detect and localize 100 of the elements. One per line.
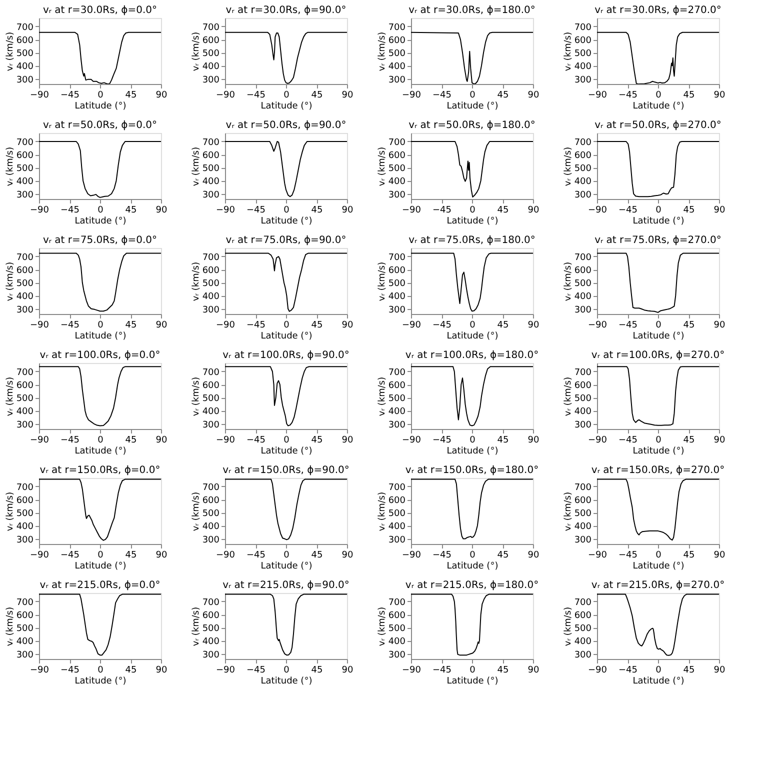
y-axis-title: vᵣ (km/s) [191, 146, 202, 186]
y-tick-label: 300 [16, 650, 34, 660]
y-tick-label: 700 [574, 22, 592, 33]
x-axis-title: Latitude (°) [446, 676, 498, 686]
x-tick-label: 0 [98, 206, 104, 216]
x-tick-label: −90 [402, 206, 422, 216]
x-tick-label: −45 [60, 550, 80, 560]
x-tick-label: −45 [432, 320, 452, 330]
y-tick-label: 700 [574, 368, 592, 378]
y-tick-label: 400 [388, 637, 406, 648]
x-tick-label: −90 [588, 90, 608, 100]
x-tick-label: 45 [311, 436, 323, 446]
y-tick-label: 700 [16, 482, 34, 493]
x-tick-label: 0 [98, 320, 104, 330]
y-tick-label: 700 [388, 368, 406, 378]
x-tick-label: 0 [470, 436, 476, 446]
line-series [411, 594, 533, 656]
x-tick-label: 90 [528, 436, 540, 446]
x-tick-label: −45 [432, 550, 452, 560]
x-tick-label: 45 [311, 320, 323, 330]
x-tick-label: 90 [342, 666, 354, 676]
y-tick-label: 600 [388, 36, 406, 46]
x-tick-label: −45 [432, 666, 452, 676]
x-axis-title: Latitude (°) [74, 332, 126, 342]
line-series [411, 478, 533, 540]
chart-title: vᵣ at r=30.0Rs, ϕ=270.0° [594, 5, 722, 16]
x-tick-label: −45 [432, 436, 452, 446]
x-tick-label: 0 [470, 666, 476, 676]
x-tick-label: 0 [656, 666, 662, 676]
x-tick-label: 90 [342, 320, 354, 330]
y-tick-label: 700 [16, 252, 34, 263]
y-tick-label: 400 [574, 177, 592, 188]
x-tick-label: 45 [683, 666, 695, 676]
y-tick-label: 300 [202, 420, 220, 430]
chart-title: vᵣ at r=30.0Rs, ϕ=180.0° [408, 5, 536, 16]
y-tick-label: 500 [202, 394, 220, 404]
x-tick-label: −45 [618, 436, 638, 446]
x-tick-label: 0 [284, 550, 290, 560]
x-tick-label: 90 [342, 436, 354, 446]
y-tick-label: 500 [388, 624, 406, 634]
line-series [411, 366, 533, 426]
x-tick-label: 90 [714, 206, 726, 216]
x-tick-label: −90 [30, 90, 50, 100]
x-tick-label: −90 [216, 90, 236, 100]
x-tick-label: −90 [216, 550, 236, 560]
x-tick-label: −90 [402, 550, 422, 560]
x-tick-label: 90 [342, 90, 354, 100]
x-tick-label: 0 [656, 436, 662, 446]
y-tick-label: 400 [202, 292, 220, 302]
x-tick-label: −90 [216, 320, 236, 330]
y-tick-label: 700 [202, 138, 220, 148]
x-tick-label: 90 [714, 436, 726, 446]
chart-title: vᵣ at r=50.0Rs, ϕ=180.0° [408, 120, 536, 131]
chart-title: vᵣ at r=215.0Rs, ϕ=0.0° [40, 580, 160, 591]
chart-title: vᵣ at r=50.0Rs, ϕ=270.0° [594, 120, 722, 131]
chart-title: vᵣ at r=30.0Rs, ϕ=90.0° [226, 5, 346, 16]
x-tick-label: −90 [30, 206, 50, 216]
y-tick-label: 400 [202, 177, 220, 188]
x-tick-label: 45 [497, 320, 509, 330]
y-axis-title: vᵣ (km/s) [563, 32, 574, 72]
y-tick-label: 600 [574, 151, 592, 162]
chart-title: vᵣ at r=30.0Rs, ϕ=0.0° [42, 5, 158, 16]
x-axis-title: Latitude (°) [74, 446, 126, 456]
x-tick-label: 45 [311, 666, 323, 676]
y-tick-label: 500 [16, 164, 34, 174]
line-series [411, 252, 533, 312]
y-axis-title: vᵣ (km/s) [5, 146, 16, 186]
y-tick-label: 600 [388, 266, 406, 276]
x-axis-title: Latitude (°) [632, 562, 684, 572]
x-tick-label: −45 [60, 90, 80, 100]
y-tick-label: 600 [16, 266, 34, 276]
x-tick-label: −90 [30, 320, 50, 330]
x-tick-label: −90 [216, 206, 236, 216]
y-tick-label: 500 [16, 394, 34, 404]
x-tick-label: 45 [497, 206, 509, 216]
line-series [597, 594, 719, 656]
y-axis-title: vᵣ (km/s) [191, 262, 202, 302]
line-series [225, 478, 347, 540]
x-tick-label: 0 [284, 436, 290, 446]
y-tick-label: 400 [16, 637, 34, 648]
x-tick-label: −90 [588, 666, 608, 676]
chart-title: vᵣ at r=75.0Rs, ϕ=180.0° [408, 235, 536, 246]
x-axis-title: Latitude (°) [74, 102, 126, 112]
chart-title: vᵣ at r=150.0Rs, ϕ=90.0° [222, 465, 350, 476]
x-tick-label: 0 [98, 550, 104, 560]
y-tick-label: 300 [16, 535, 34, 546]
line-series [597, 478, 719, 541]
y-tick-label: 300 [388, 75, 406, 86]
y-tick-label: 400 [202, 407, 220, 418]
chart-title: vᵣ at r=150.0Rs, ϕ=180.0° [405, 465, 539, 476]
y-axis-title: vᵣ (km/s) [191, 376, 202, 416]
y-tick-label: 600 [574, 611, 592, 622]
y-tick-label: 500 [202, 49, 220, 60]
y-tick-label: 400 [16, 62, 34, 72]
chart-title: vᵣ at r=150.0Rs, ϕ=270.0° [591, 465, 725, 476]
x-tick-label: −45 [60, 666, 80, 676]
y-tick-label: 400 [574, 522, 592, 532]
x-tick-label: −90 [30, 436, 50, 446]
x-tick-label: 0 [98, 90, 104, 100]
y-tick-label: 700 [388, 22, 406, 33]
